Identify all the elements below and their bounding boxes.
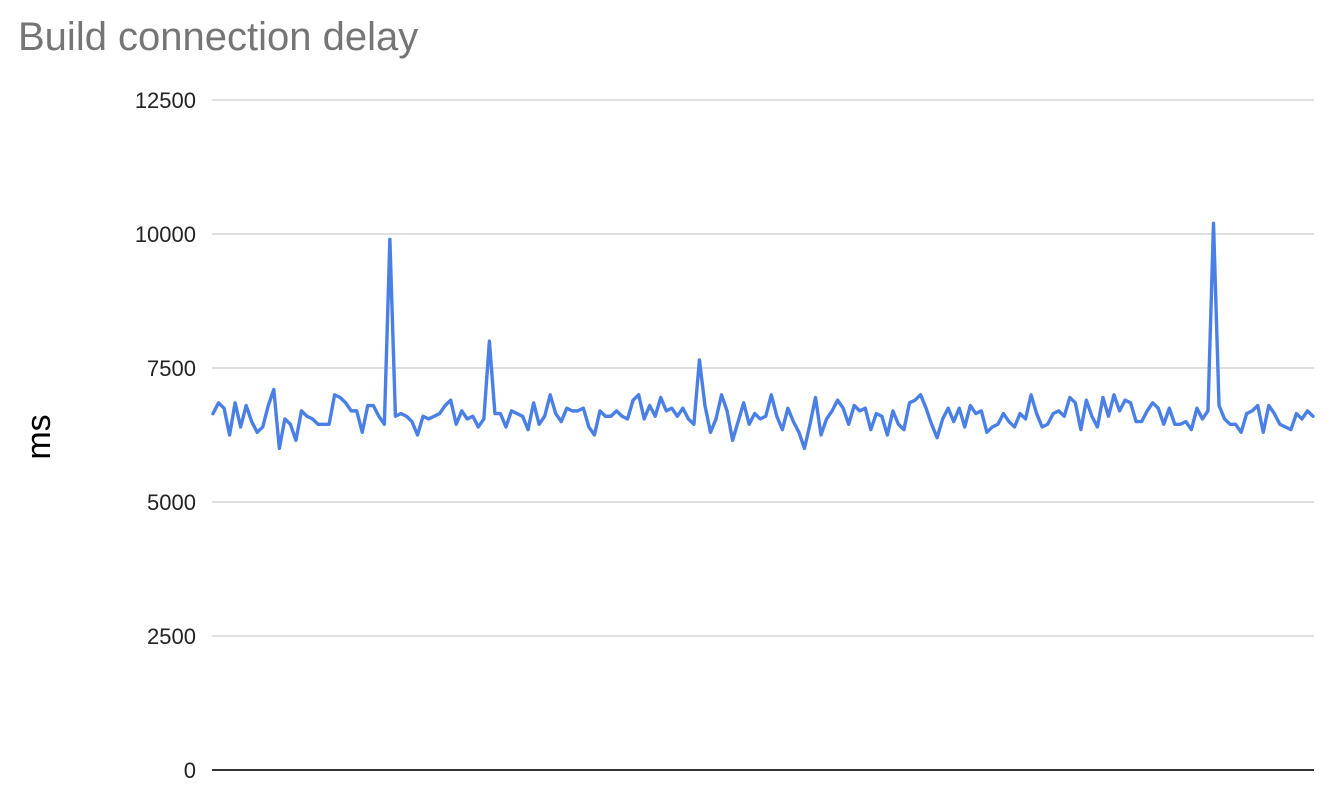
y-tick-label: 10000	[135, 222, 196, 247]
gridlines	[212, 99, 1314, 771]
y-axis-ticks: 0 2500 5000 7500 10000 12500	[135, 88, 196, 783]
series-line-1	[211, 221, 1315, 451]
chart-title: Build connection delay	[18, 15, 418, 59]
y-tick-label: 7500	[147, 356, 196, 381]
y-axis-title: ms	[20, 414, 58, 459]
y-tick-label: 2500	[147, 624, 196, 649]
y-tick-label: 5000	[147, 490, 196, 515]
y-tick-label: 0	[184, 758, 196, 783]
series-group	[211, 221, 1315, 451]
y-tick-label: 12500	[135, 88, 196, 113]
